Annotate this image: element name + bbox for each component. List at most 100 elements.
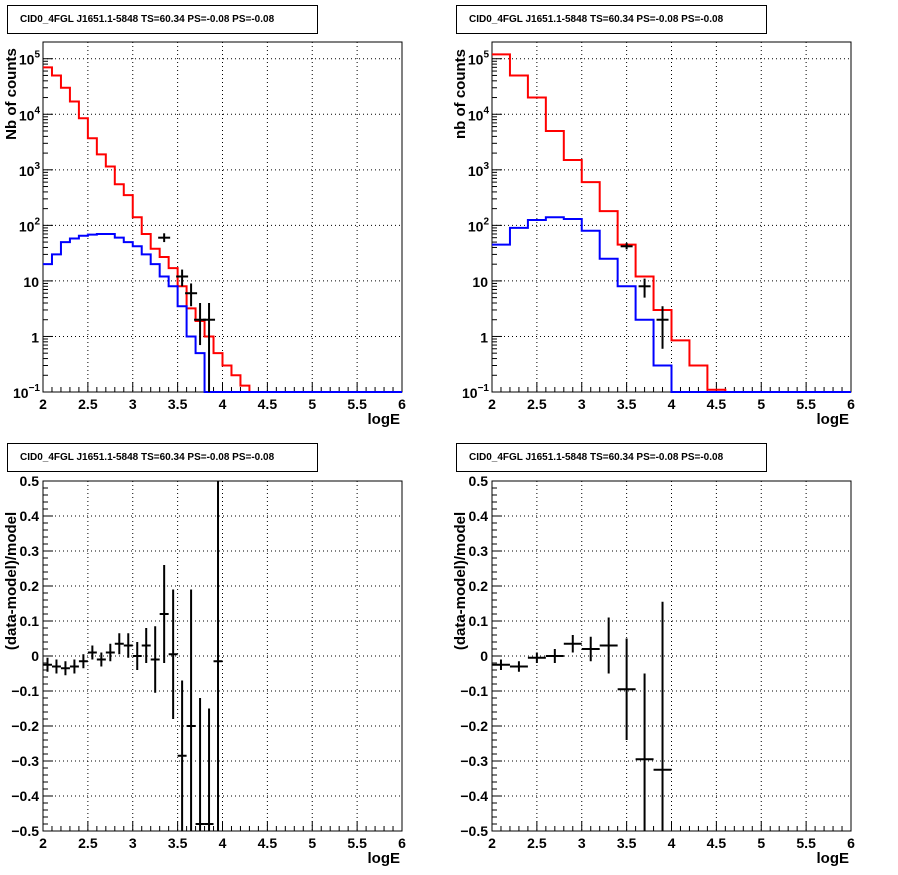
x-tick-label: 4 <box>219 396 227 412</box>
y-axis-label: Nb of counts <box>3 48 20 140</box>
y-tick-label: 105 <box>468 50 490 68</box>
data-point <box>132 642 142 670</box>
y-tick-label: −0.4 <box>11 788 39 804</box>
x-tick-label: 5 <box>757 396 765 412</box>
x-tick-label: 4 <box>668 835 676 851</box>
y-tick-label: −0.5 <box>460 823 488 839</box>
y-tick-label: 105 <box>19 50 41 68</box>
y-tick-label: 0.1 <box>469 613 489 629</box>
y-tick-label: 10 <box>472 274 488 290</box>
y-tick-label: 104 <box>468 105 490 123</box>
data-point <box>656 306 669 349</box>
error-bar-series <box>158 233 216 392</box>
y-tick-label: 0.3 <box>20 543 40 559</box>
data-point <box>185 283 198 307</box>
y-tick-label: 0.5 <box>20 473 40 489</box>
y-tick-label: 0.2 <box>469 578 489 594</box>
x-tick-label: 2.5 <box>527 396 547 412</box>
y-tick-label: 104 <box>19 105 41 123</box>
x-tick-label: 3 <box>578 835 586 851</box>
x-tick-label: 4 <box>668 396 676 412</box>
y-tick-label: 0.2 <box>20 578 40 594</box>
y-tick-label: −0.1 <box>11 683 39 699</box>
x-tick-label: 5.5 <box>796 835 816 851</box>
data-point <box>620 243 633 250</box>
y-tick-label: 1 <box>31 329 39 345</box>
series-line-1 <box>492 53 851 393</box>
x-tick-label: 4.5 <box>258 835 278 851</box>
data-point <box>150 626 160 693</box>
data-point <box>599 617 618 674</box>
y-tick-label: −0.2 <box>11 718 39 734</box>
error-bar-series <box>620 243 669 349</box>
y-tick-label: 103 <box>468 161 490 179</box>
x-tick-label: 5.5 <box>347 835 367 851</box>
title-frame <box>456 443 767 472</box>
y-tick-label: −0.3 <box>460 753 488 769</box>
data-point <box>87 645 97 660</box>
data-point <box>60 661 70 676</box>
y-tick-label: −0.5 <box>11 823 39 839</box>
x-tick-label: 2.5 <box>527 835 547 851</box>
grid <box>43 42 402 392</box>
x-tick-label: 2 <box>488 396 496 412</box>
data-point <box>159 565 169 663</box>
chart-title-box: CID0_4FGL J1651.1-5848 TS=60.34 PS=-0.08… <box>7 5 318 34</box>
x-tick-label: 3.5 <box>168 835 188 851</box>
data-point <box>509 661 528 672</box>
data-point <box>563 635 582 653</box>
x-tick-label: 3.5 <box>168 396 188 412</box>
x-tick-label: 4 <box>219 835 227 851</box>
chart-title: CID0_4FGL J1651.1-5848 TS=60.34 PS=-0.08… <box>469 14 724 25</box>
y-tick-label: 102 <box>19 216 41 234</box>
data-point <box>638 278 651 298</box>
x-axis-label: logE <box>368 850 401 867</box>
y-tick-label: −0.2 <box>460 718 488 734</box>
series-line-2 <box>492 216 851 393</box>
data-point <box>158 233 171 243</box>
chart-title: CID0_4FGL J1651.1-5848 TS=60.34 PS=-0.08… <box>20 452 275 463</box>
y-tick-label: 103 <box>19 161 41 179</box>
data-point <box>204 708 214 831</box>
y-tick-label: 0 <box>480 648 488 664</box>
x-tick-label: 4.5 <box>707 835 727 851</box>
y-tick-label: 10−1 <box>13 383 40 401</box>
y-axis <box>43 41 53 393</box>
x-tick-label: 2.5 <box>78 396 98 412</box>
x-tick-label: 6 <box>398 396 406 412</box>
data-point <box>213 481 223 831</box>
data-point <box>195 698 205 831</box>
data-point <box>617 638 636 740</box>
y-tick-label: 10 <box>23 274 39 290</box>
data-point <box>186 589 196 831</box>
series-line-2 <box>43 232 402 393</box>
data-point <box>105 643 115 662</box>
error-bar-series <box>492 601 672 831</box>
x-tick-label: 2 <box>39 396 47 412</box>
data-point <box>492 659 510 670</box>
data-point <box>69 659 79 674</box>
x-tick-label: 6 <box>847 396 855 412</box>
chart-title: CID0_4FGL J1651.1-5848 TS=60.34 PS=-0.08… <box>469 452 724 463</box>
x-axis-label: logE <box>817 850 850 867</box>
y-tick-label: 0.5 <box>469 473 489 489</box>
y-tick-label: 1 <box>480 329 488 345</box>
chart-panel-1: CID0_4FGL J1651.1-5848 TS=60.34 PS=-0.08… <box>3 5 406 428</box>
x-tick-label: 6 <box>847 835 855 851</box>
chart-panel-3: CID0_4FGL J1651.1-5848 TS=60.34 PS=-0.08… <box>3 443 406 867</box>
y-axis-label: nb of counts <box>452 49 469 139</box>
series-line-1 <box>43 66 402 393</box>
data-point <box>51 659 61 674</box>
x-tick-label: 3 <box>129 835 137 851</box>
y-tick-label: 0.3 <box>469 543 489 559</box>
y-tick-label: −0.3 <box>11 753 39 769</box>
title-frame <box>7 5 318 34</box>
x-tick-label: 4.5 <box>258 396 278 412</box>
chart-title: CID0_4FGL J1651.1-5848 TS=60.34 PS=-0.08… <box>20 14 275 25</box>
y-tick-label: 0 <box>31 648 39 664</box>
x-tick-label: 5.5 <box>347 396 367 412</box>
chart-title-box: CID0_4FGL J1651.1-5848 TS=60.34 PS=-0.08… <box>456 443 767 472</box>
y-axis <box>43 480 53 832</box>
data-point <box>43 657 52 672</box>
